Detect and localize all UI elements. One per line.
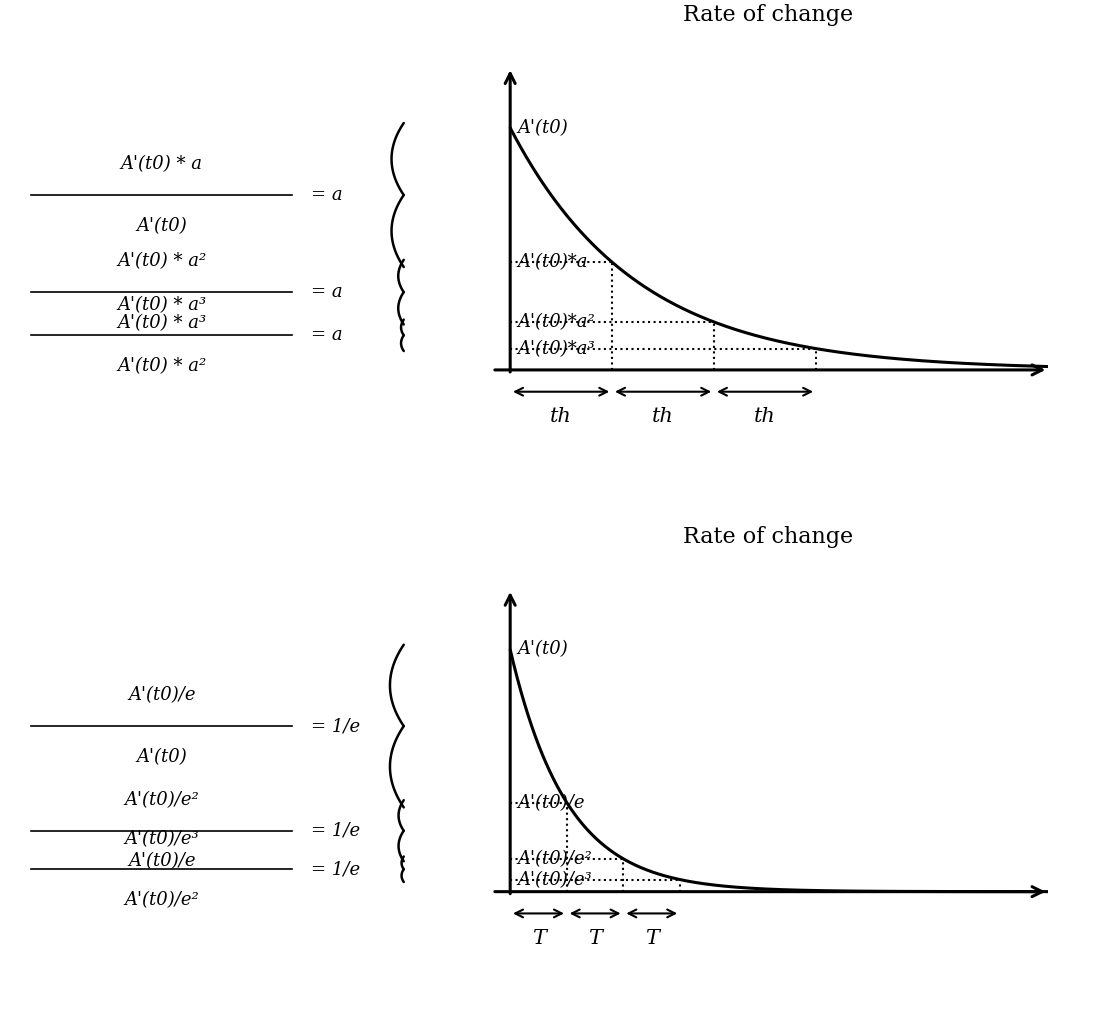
- Text: = a: = a: [311, 283, 343, 301]
- Text: A'(t0)*a: A'(t0)*a: [517, 254, 587, 271]
- Text: th: th: [652, 407, 674, 427]
- Text: A'(t0) * a³: A'(t0) * a³: [117, 314, 206, 331]
- Text: A'(t0) * a²: A'(t0) * a²: [117, 253, 206, 270]
- Text: A'(t0) * a²: A'(t0) * a²: [117, 357, 206, 375]
- Text: T: T: [531, 929, 545, 948]
- Text: = 1/e: = 1/e: [311, 717, 359, 736]
- Text: = 1/e: = 1/e: [311, 860, 359, 878]
- Text: A'(t0)/e: A'(t0)/e: [128, 852, 195, 871]
- Text: A'(t0): A'(t0): [517, 640, 568, 659]
- Text: A'(t0)/e²: A'(t0)/e²: [125, 791, 199, 809]
- Text: A'(t0): A'(t0): [137, 217, 187, 234]
- Text: th: th: [550, 407, 572, 427]
- Text: th: th: [754, 407, 776, 427]
- Text: T: T: [645, 929, 659, 948]
- Text: A'(t0)/e²: A'(t0)/e²: [517, 850, 592, 868]
- Text: A'(t0) * a: A'(t0) * a: [121, 155, 203, 173]
- Text: = a: = a: [311, 186, 343, 204]
- Text: A'(t0)/e²: A'(t0)/e²: [125, 891, 199, 908]
- Text: A'(t0) * a³: A'(t0) * a³: [117, 296, 206, 314]
- Text: A'(t0)/e³: A'(t0)/e³: [125, 830, 199, 848]
- Text: T: T: [588, 929, 602, 948]
- Text: = a: = a: [311, 326, 343, 345]
- Text: A'(t0)/e³: A'(t0)/e³: [517, 871, 592, 889]
- Text: A'(t0): A'(t0): [517, 119, 568, 137]
- Text: A'(t0)*a²: A'(t0)*a²: [517, 313, 595, 331]
- Text: A'(t0)/e: A'(t0)/e: [517, 794, 584, 811]
- Text: = 1/e: = 1/e: [311, 821, 359, 840]
- Text: A'(t0)/e: A'(t0)/e: [128, 686, 195, 705]
- Text: Rate of change: Rate of change: [683, 526, 853, 547]
- Text: Rate of change: Rate of change: [683, 4, 853, 26]
- Text: A'(t0)*a³: A'(t0)*a³: [517, 340, 595, 358]
- Text: A'(t0): A'(t0): [137, 748, 187, 765]
